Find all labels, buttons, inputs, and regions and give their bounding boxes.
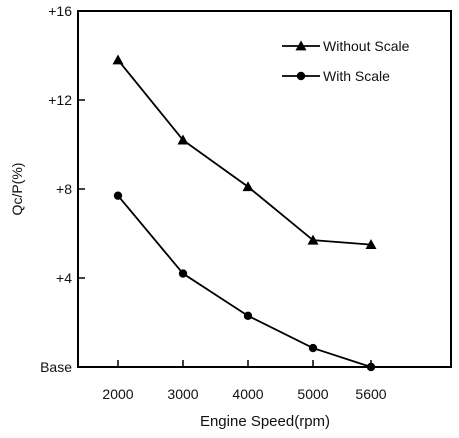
data-point-triangle <box>177 134 189 145</box>
y-tick-label: +16 <box>48 3 72 19</box>
x-tick-label: 2000 <box>102 386 133 402</box>
x-tick-label: 3000 <box>167 386 198 402</box>
series-with-scale <box>113 191 376 372</box>
legend-marker-circle <box>296 71 306 81</box>
legend-marker-triangle <box>295 40 307 51</box>
x-axis-label: Engine Speed(rpm) <box>200 413 330 430</box>
plot-frame <box>77 10 452 368</box>
y-tick-label: +12 <box>48 92 72 108</box>
series-without-scale <box>112 54 377 250</box>
data-point-triangle <box>242 181 254 192</box>
x-tick-label: 5600 <box>355 386 386 402</box>
data-point-circle <box>308 343 318 353</box>
y-axis-label: Qc/P(%) <box>9 163 25 216</box>
legend-label: With Scale <box>323 68 390 84</box>
series-layer <box>112 54 377 372</box>
x-axis: 2000 3000 4000 5000 5600 <box>102 360 387 402</box>
data-point-triangle <box>307 234 319 245</box>
legend-item: With Scale <box>282 68 390 84</box>
y-tick-label: +8 <box>56 181 72 197</box>
data-point-circle <box>366 362 376 372</box>
data-point-triangle <box>112 54 124 65</box>
legend-item: Without Scale <box>282 38 410 54</box>
x-tick-label: 4000 <box>232 386 263 402</box>
y-tick-label: +4 <box>56 270 72 286</box>
series-line <box>117 195 372 368</box>
y-tick-label: Base <box>40 359 72 375</box>
data-point-triangle <box>365 239 377 250</box>
data-point-circle <box>243 311 253 321</box>
x-tick-label: 5000 <box>297 386 328 402</box>
data-point-circle <box>113 191 123 200</box>
legend-label: Without Scale <box>323 38 410 54</box>
legend: Without Scale With Scale <box>282 38 410 84</box>
data-point-circle <box>178 269 188 278</box>
series-line <box>117 59 372 246</box>
y-axis: Base +4 +8 +12 +16 <box>40 3 85 375</box>
